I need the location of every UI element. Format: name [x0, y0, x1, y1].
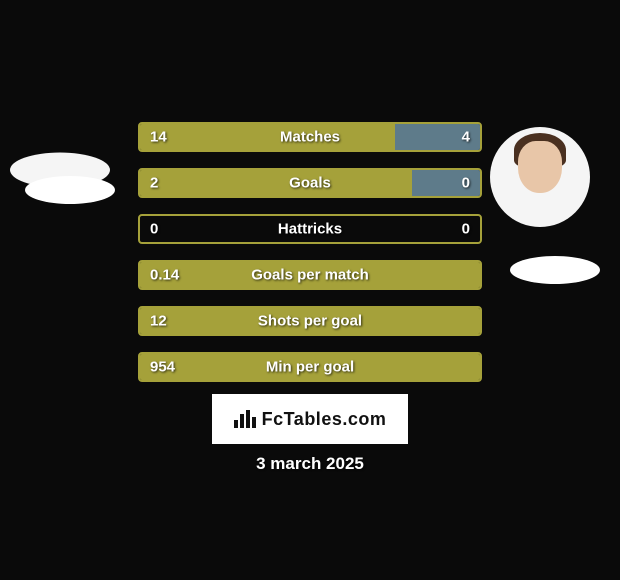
stat-row: 0.14 Goals per match	[138, 260, 482, 290]
stat-bar-left-fill	[140, 124, 395, 150]
stat-row: 2 Goals 0	[138, 168, 482, 198]
stat-value-left: 2	[150, 175, 158, 192]
club-badge-left	[25, 176, 115, 204]
brand-text: FcTables.com	[262, 409, 387, 430]
stat-row: 12 Shots per goal	[138, 306, 482, 336]
brand-watermark: FcTables.com	[212, 394, 408, 444]
brand-logo-icon	[234, 410, 256, 428]
date-label: 3 march 2025	[256, 454, 364, 474]
club-badge-right	[510, 256, 600, 284]
avatar-right	[490, 127, 590, 227]
stat-row: 954 Min per goal	[138, 352, 482, 382]
stat-label: Matches	[280, 129, 340, 146]
stat-label: Shots per goal	[258, 313, 362, 330]
stat-bar-left-fill	[140, 170, 412, 196]
stat-value-right: 0	[462, 175, 470, 192]
stat-row: 14 Matches 4	[138, 122, 482, 152]
stat-value-left: 14	[150, 129, 167, 146]
stat-label: Hattricks	[278, 221, 342, 238]
stat-label: Goals per match	[251, 267, 369, 284]
stat-value-left: 0.14	[150, 267, 179, 284]
stat-value-right: 0	[462, 221, 470, 238]
stat-value-right: 4	[462, 129, 470, 146]
stat-value-left: 954	[150, 359, 175, 376]
stat-value-left: 12	[150, 313, 167, 330]
stat-value-left: 0	[150, 221, 158, 238]
stat-label: Goals	[289, 175, 331, 192]
comparison-card: Loft vs Appere Club competitions, Season…	[0, 0, 620, 580]
stat-row: 0 Hattricks 0	[138, 214, 482, 244]
stat-bars: 14 Matches 4 2 Goals 0 0 Hattricks 0 0.14 Goals pe…	[138, 122, 482, 398]
stat-label: Min per goal	[266, 359, 354, 376]
